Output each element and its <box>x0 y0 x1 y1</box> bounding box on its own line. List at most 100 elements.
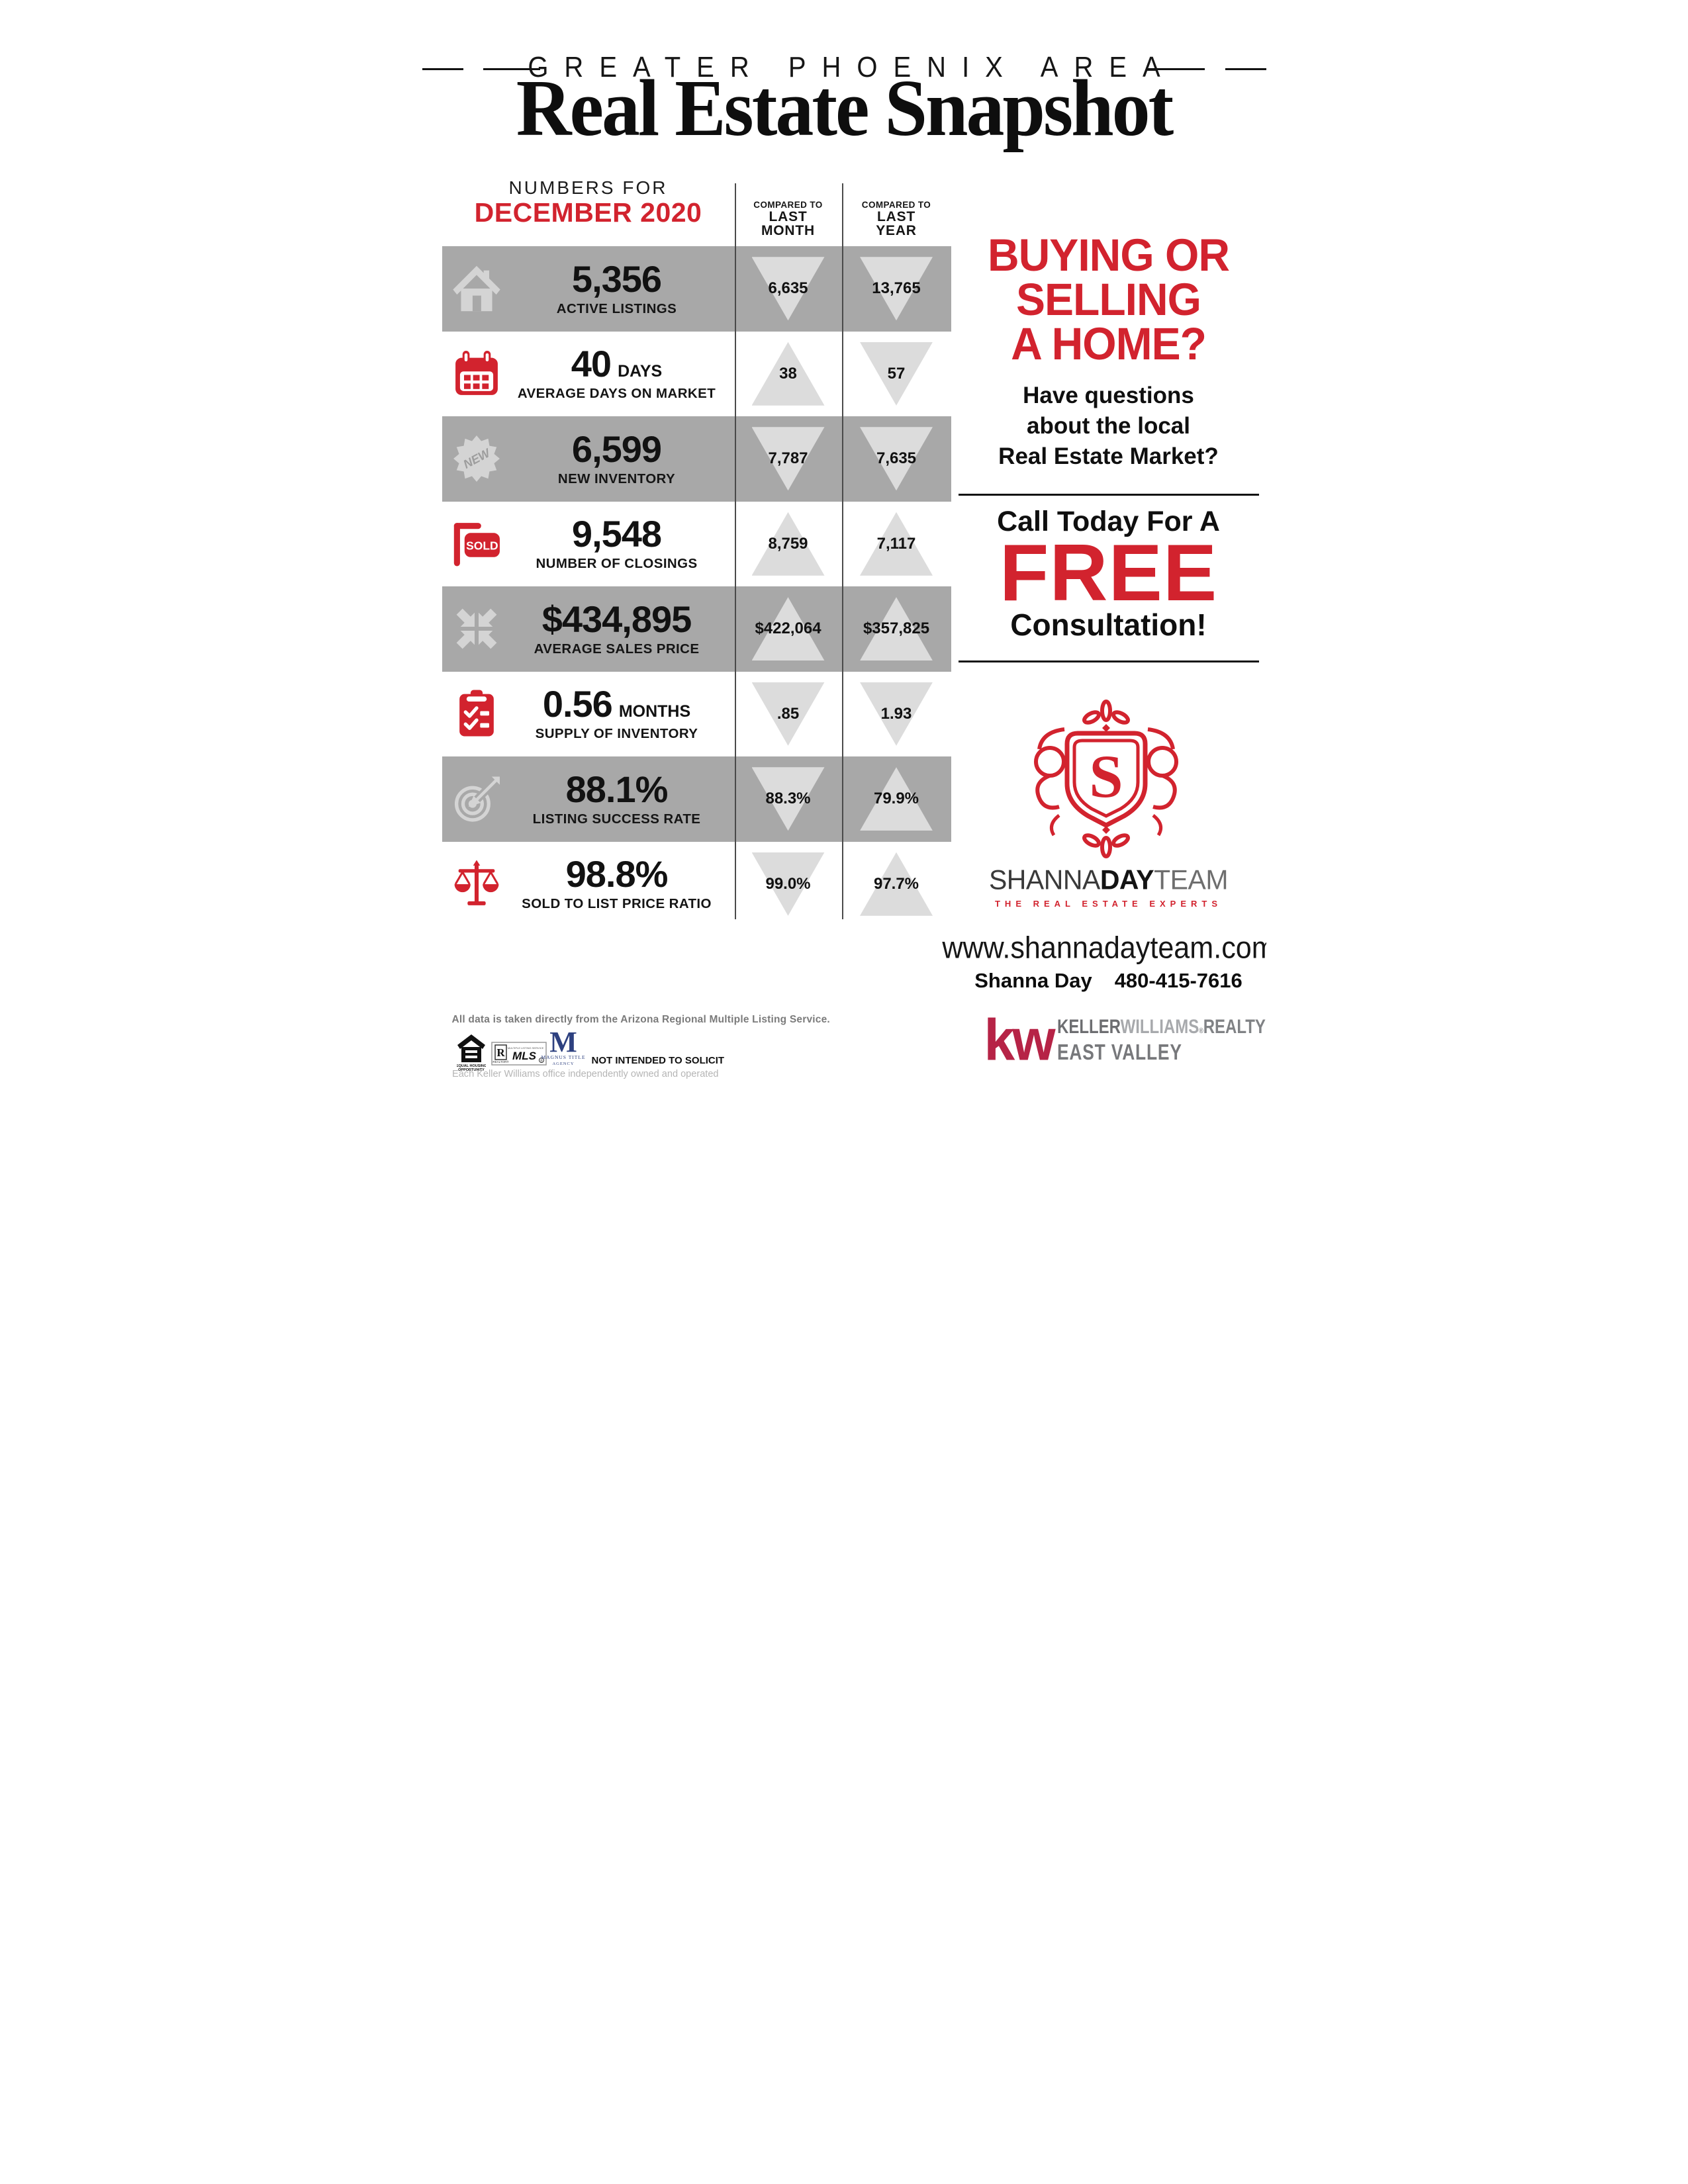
table-row: 88.1% LISTING SUCCESS RATE 88.3% 79.9% <box>442 756 951 842</box>
region-kicker: GREATER PHOENIX AREA <box>528 52 1176 83</box>
metric-value: 5,356 <box>571 257 662 300</box>
period-value: DECEMBER 2020 <box>474 197 702 228</box>
cta-headline-line: SELLING <box>1015 273 1201 325</box>
cta-sub-line: Have questions <box>1023 383 1194 408</box>
column-divider <box>841 183 843 919</box>
table-row: 98.8% SOLD TO LIST PRICE RATIO 99.0% 97.… <box>442 842 951 927</box>
house-icon <box>451 263 502 314</box>
compare-last-year: 7,117 <box>842 502 951 587</box>
table-row: 0.56 MONTHS SUPPLY OF INVENTORY .85 1.93 <box>442 672 951 757</box>
metric-label: AVERAGE DAYS ON MARKET <box>517 386 716 402</box>
column-divider <box>734 183 736 919</box>
column-header-last-month: COMPARED TO LAST MONTH <box>753 200 823 239</box>
metric-label: SOLD TO LIST PRICE RATIO <box>522 896 712 912</box>
table-row: SOLD 9,548 NUMBER OF CLOSINGS 8,759 7,11… <box>442 502 951 587</box>
metric-value: 9,548 <box>571 513 662 555</box>
header-rule-right-outer <box>1225 68 1266 70</box>
registered-mark: ® <box>1198 1026 1203 1035</box>
cta-headline-line: BUYING OR <box>987 229 1230 281</box>
compare-value: 7,635 <box>876 449 917 468</box>
metric-value: 98.8% <box>565 853 669 895</box>
svg-text:SOLD: SOLD <box>466 539 498 552</box>
cta-sub-line: Real Estate Market? <box>998 443 1219 469</box>
svg-text:EQUAL HOUSING: EQUAL HOUSING <box>457 1064 486 1068</box>
header-rule-left-inner <box>483 68 540 70</box>
kw-mark: kw <box>984 1007 1056 1073</box>
compare-value: 7,117 <box>876 534 916 553</box>
target-icon <box>451 774 502 824</box>
calendar-icon <box>451 349 502 399</box>
table-row: 40 DAYS AVERAGE DAYS ON MARKET 38 57 <box>442 332 951 417</box>
svg-text:®: ® <box>540 1059 543 1064</box>
cta-headline-line: A HOME? <box>1011 318 1207 369</box>
shanna-day-monogram: S <box>1023 699 1189 859</box>
compare-value: 13,765 <box>872 279 921 298</box>
svg-text:S: S <box>1089 743 1123 810</box>
converge-arrows-icon <box>451 604 502 654</box>
kw-realty: REALTY <box>1203 1015 1266 1038</box>
svg-text:MAGNUS TITLE: MAGNUS TITLE <box>541 1054 585 1060</box>
clipboard-icon <box>451 689 502 739</box>
compare-value: 79.9% <box>873 790 919 808</box>
compare-last-month: 99.0% <box>735 842 842 927</box>
period-label: NUMBERS FOR <box>508 177 668 198</box>
team-tagline: THE REAL ESTATE EXPERTS <box>994 899 1223 909</box>
compare-last-month: 7,787 <box>735 416 842 502</box>
compare-value: 7,787 <box>768 449 808 468</box>
compare-value: 8,759 <box>768 534 808 553</box>
metric-cell: 0.56 MONTHS SUPPLY OF INVENTORY <box>442 672 735 757</box>
metric-unit: MONTHS <box>618 702 691 721</box>
metric-label: ACTIVE LISTINGS <box>556 300 677 316</box>
compare-value: 57 <box>887 364 906 383</box>
metric-unit: DAYS <box>618 362 663 381</box>
svg-text:MLS: MLS <box>512 1050 537 1062</box>
equal-housing-icon: EQUAL HOUSING OPPORTUNITY <box>455 1034 487 1072</box>
kw-keller: KELLER <box>1056 1015 1121 1038</box>
cta-divider-bottom <box>958 660 1259 662</box>
keller-williams-logo: kw KELLERWILLIAMS®REALTY EAST VALLEY <box>984 1007 1266 1073</box>
flyer-page: GREATER PHOENIX AREA Real Estate Snapsho… <box>422 0 1266 1092</box>
compare-value: .85 <box>776 704 800 723</box>
compare-last-year: 79.9% <box>842 756 951 842</box>
compare-last-year: 13,765 <box>842 246 951 332</box>
svg-text:MULTIPLE LISTING SERVICE: MULTIPLE LISTING SERVICE <box>507 1046 543 1050</box>
compare-value: 1.93 <box>880 704 912 723</box>
website-url: www.shannadayteam.com <box>941 931 1266 966</box>
svg-text:R: R <box>496 1046 505 1059</box>
metric-cell: 40 DAYS AVERAGE DAYS ON MARKET <box>442 332 735 417</box>
svg-text:OPPORTUNITY: OPPORTUNITY <box>458 1068 485 1072</box>
cta-divider-top <box>958 494 1259 496</box>
compare-last-year: 97.7% <box>842 842 951 927</box>
metric-cell: 98.8% SOLD TO LIST PRICE RATIO <box>442 842 735 927</box>
agent-contact: Shanna Day 480-415-7616 <box>925 969 1266 993</box>
metric-label: LISTING SUCCESS RATE <box>532 811 701 827</box>
compare-value: 99.0% <box>765 874 811 893</box>
metric-label: AVERAGE SALES PRICE <box>534 641 700 657</box>
metric-value: $434,895 <box>541 598 692 640</box>
not-intended-note: NOT INTENDED TO SOLICIT <box>591 1055 725 1066</box>
cta-free-word: FREE <box>999 527 1218 617</box>
compare-last-month: $422,064 <box>735 586 842 672</box>
compare-value: $357,825 <box>863 619 930 638</box>
header-rule-right-inner <box>1147 68 1205 70</box>
page-title: Real Estate Snapshot <box>516 64 1174 154</box>
metric-cell: 5,356 ACTIVE LISTINGS <box>442 246 735 332</box>
agent-name: Shanna Day <box>974 969 1092 992</box>
wordmark-day: DAY <box>1100 864 1154 895</box>
compare-last-month: 8,759 <box>735 502 842 587</box>
sold-sign-icon: SOLD <box>451 519 502 569</box>
kw-independence-note: Each Keller Williams office independentl… <box>451 1068 719 1079</box>
compare-value: 6,635 <box>768 279 808 298</box>
metric-value: 40 <box>571 343 612 385</box>
wordmark-team: TEAM <box>1154 864 1229 895</box>
compare-value: $422,064 <box>755 619 821 638</box>
metric-cell: NEW 6,599 NEW INVENTORY <box>442 416 735 502</box>
compare-last-year: 1.93 <box>842 672 951 757</box>
header-rule-left-outer <box>422 68 463 70</box>
team-wordmark: SHANNADAYTEAM <box>925 864 1266 896</box>
table-row: $434,895 AVERAGE SALES PRICE $422,064 $3… <box>442 586 951 672</box>
cta-sub-line: about the local <box>1027 413 1190 439</box>
compare-value: 97.7% <box>873 874 919 893</box>
table-row: NEW 6,599 NEW INVENTORY 7,787 7,635 <box>442 416 951 502</box>
metric-label: SUPPLY OF INVENTORY <box>535 726 698 742</box>
